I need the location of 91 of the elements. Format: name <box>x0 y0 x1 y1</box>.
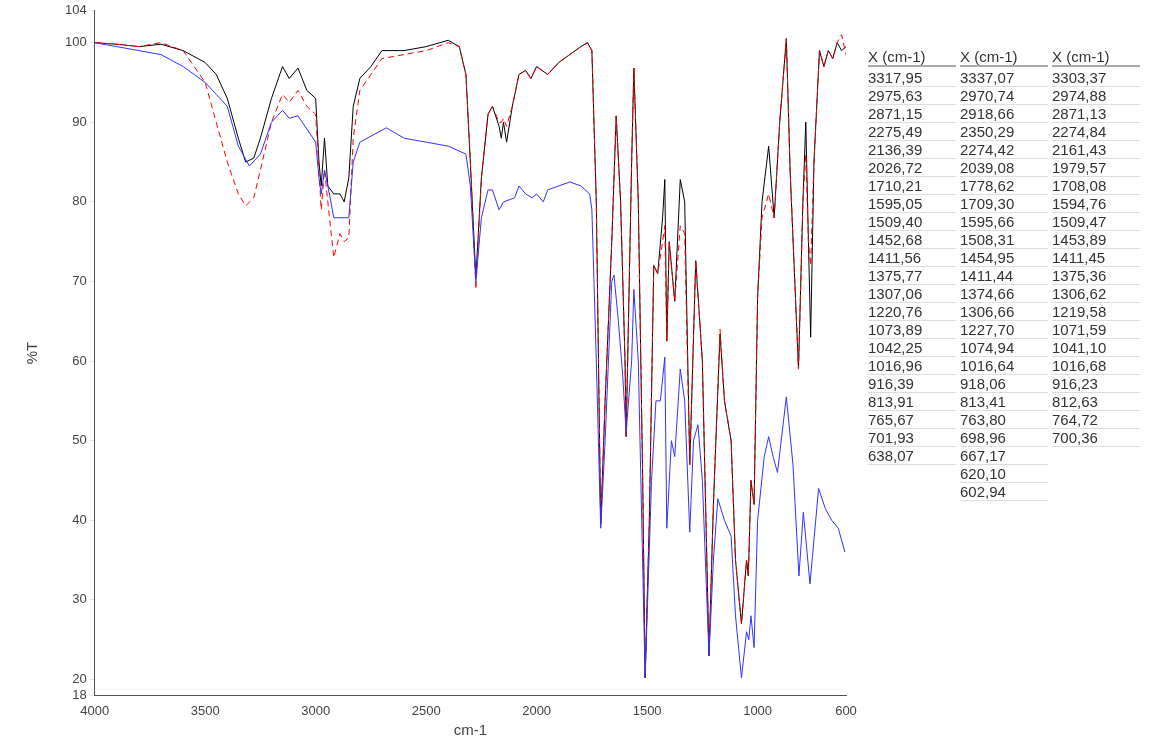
text: 813,41 <box>960 393 1048 411</box>
text: 2975,63 <box>868 87 956 105</box>
text: 698,96 <box>960 429 1048 447</box>
text: 1071,59 <box>1052 321 1140 339</box>
y-tick-label: 50 <box>72 432 87 448</box>
text: X (cm-1) <box>868 48 956 67</box>
text: 1411,44 <box>960 267 1048 285</box>
text: 620,10 <box>960 465 1048 483</box>
y-tick-label: 60 <box>72 352 87 368</box>
y-tick-label: 70 <box>72 273 87 289</box>
text: 1453,89 <box>1052 231 1140 249</box>
x-tick-label: 3500 <box>190 702 220 718</box>
text: 916,39 <box>868 375 956 393</box>
x-axis-title: cm-1 <box>453 721 488 739</box>
x-tick-label: 2000 <box>522 702 552 718</box>
text: 763,80 <box>960 411 1048 429</box>
y-tick-label: 90 <box>72 113 87 129</box>
y-tick-label: 20 <box>72 671 87 687</box>
text: 1016,96 <box>868 357 956 375</box>
text: 1411,45 <box>1052 249 1140 267</box>
text: 1306,66 <box>960 303 1048 321</box>
y-tick-label: 80 <box>72 193 87 209</box>
text: 1509,47 <box>1052 213 1140 231</box>
text: 1307,06 <box>868 285 956 303</box>
x-tick-label: 1500 <box>632 702 662 718</box>
text: 602,94 <box>960 483 1048 501</box>
text: 2918,66 <box>960 105 1048 123</box>
x-tick-label: 1000 <box>743 702 773 718</box>
text: 3303,37 <box>1052 69 1140 87</box>
text: 1454,95 <box>960 249 1048 267</box>
text: 812,63 <box>1052 393 1140 411</box>
text: 1306,62 <box>1052 285 1140 303</box>
text: 1073,89 <box>868 321 956 339</box>
text: 916,23 <box>1052 375 1140 393</box>
text: 765,67 <box>868 411 956 429</box>
text: 2871,13 <box>1052 105 1140 123</box>
text: 638,07 <box>868 447 956 465</box>
text: 2974,88 <box>1052 87 1140 105</box>
text: 3317,95 <box>868 69 956 87</box>
text: 2274,42 <box>960 141 1048 159</box>
x-tick-label: 4000 <box>80 702 110 718</box>
y-tick-label: 30 <box>72 591 87 607</box>
text: 1710,21 <box>868 177 956 195</box>
text: 1778,62 <box>960 177 1048 195</box>
text: 701,93 <box>868 429 956 447</box>
text: 918,06 <box>960 375 1048 393</box>
x-tick-label: 3000 <box>301 702 331 718</box>
text: 813,91 <box>868 393 956 411</box>
text: 700,36 <box>1052 429 1140 447</box>
text: 1595,66 <box>960 213 1048 231</box>
text: 3337,07 <box>960 69 1048 87</box>
text: 1708,08 <box>1052 177 1140 195</box>
text: 1452,68 <box>868 231 956 249</box>
text: 667,17 <box>960 447 1048 465</box>
text: 2161,43 <box>1052 141 1140 159</box>
text: 1375,77 <box>868 267 956 285</box>
text: 2871,15 <box>868 105 956 123</box>
text: 2350,29 <box>960 123 1048 141</box>
text: X (cm-1) <box>1052 48 1140 67</box>
text: 1375,36 <box>1052 267 1140 285</box>
text: X (cm-1) <box>960 48 1048 67</box>
text: 1041,10 <box>1052 339 1140 357</box>
text: 1220,76 <box>868 303 956 321</box>
text: 1594,76 <box>1052 195 1140 213</box>
text: 2274,84 <box>1052 123 1140 141</box>
text: 2136,39 <box>868 141 956 159</box>
y-tick-label: 18 <box>72 686 87 702</box>
x-tick-label: 600 <box>835 702 857 718</box>
text: 1074,94 <box>960 339 1048 357</box>
text: 1509,40 <box>868 213 956 231</box>
text: 1219,58 <box>1052 303 1140 321</box>
text: 1979,57 <box>1052 159 1140 177</box>
text: 1508,31 <box>960 231 1048 249</box>
text: 1227,70 <box>960 321 1048 339</box>
text: 2275,49 <box>868 123 956 141</box>
y-tick-label: 100 <box>64 34 87 50</box>
y-axis-title: %T <box>23 341 41 365</box>
text: 1374,66 <box>960 285 1048 303</box>
text: 1042,25 <box>868 339 956 357</box>
text: 1411,56 <box>868 249 956 267</box>
text: 1016,68 <box>1052 357 1140 375</box>
text: 2039,08 <box>960 159 1048 177</box>
text: 2970,74 <box>960 87 1048 105</box>
text: 764,72 <box>1052 411 1140 429</box>
text: 1016,64 <box>960 357 1048 375</box>
y-tick-label: 40 <box>72 511 87 527</box>
text: 1709,30 <box>960 195 1048 213</box>
y-tick-label: 104 <box>64 2 87 18</box>
text: 1595,05 <box>868 195 956 213</box>
x-tick-label: 2500 <box>411 702 441 718</box>
text: 2026,72 <box>868 159 956 177</box>
